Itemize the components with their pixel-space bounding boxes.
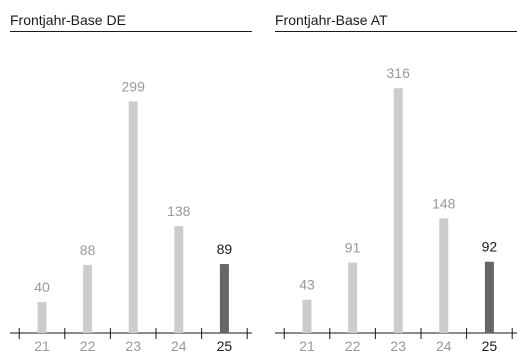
bar-25 — [219, 264, 229, 333]
bar-chart-at: 43 21 91 22 316 23 148 24 92 25 — [275, 65, 517, 351]
data-label-24: 148 — [432, 195, 456, 211]
x-tick-label-21: 21 — [34, 338, 50, 351]
data-label-23: 316 — [387, 65, 411, 81]
bar-21 — [302, 299, 312, 333]
data-label-23: 299 — [122, 78, 146, 94]
x-tick-label-23: 23 — [125, 338, 141, 351]
bar-23 — [128, 101, 138, 334]
chart-title: Frontjahr-Base DE — [10, 12, 252, 32]
bar-23 — [393, 88, 403, 333]
data-label-24: 138 — [167, 203, 191, 219]
x-tick-label-25: 25 — [217, 338, 233, 351]
data-label-21: 40 — [34, 279, 50, 295]
x-tick-label-21: 21 — [299, 338, 315, 351]
bar-25 — [484, 261, 494, 333]
bar-21 — [37, 302, 47, 333]
data-label-25: 92 — [482, 239, 498, 255]
chart-title: Frontjahr-Base AT — [275, 12, 517, 32]
x-tick-label-24: 24 — [436, 338, 452, 351]
chart-panel-de: Frontjahr-Base DE 40 21 88 22 299 23 138 24 89 25 — [10, 0, 252, 351]
data-label-21: 43 — [299, 277, 315, 293]
x-tick-label-24: 24 — [171, 338, 187, 351]
chart-panel-at: Frontjahr-Base AT 43 21 91 22 316 23 148 24 92 25 — [275, 0, 517, 351]
bar-24 — [439, 218, 449, 333]
bar-22 — [83, 264, 93, 333]
data-label-22: 91 — [345, 240, 361, 256]
data-label-22: 88 — [80, 242, 96, 258]
bar-24 — [174, 226, 184, 333]
x-tick-label-22: 22 — [345, 338, 361, 351]
bar-chart-de: 40 21 88 22 299 23 138 24 89 25 — [10, 78, 252, 351]
x-tick-label-25: 25 — [482, 338, 498, 351]
x-tick-label-23: 23 — [390, 338, 406, 351]
data-label-25: 89 — [217, 241, 233, 257]
bar-22 — [348, 262, 358, 333]
x-tick-label-22: 22 — [80, 338, 96, 351]
